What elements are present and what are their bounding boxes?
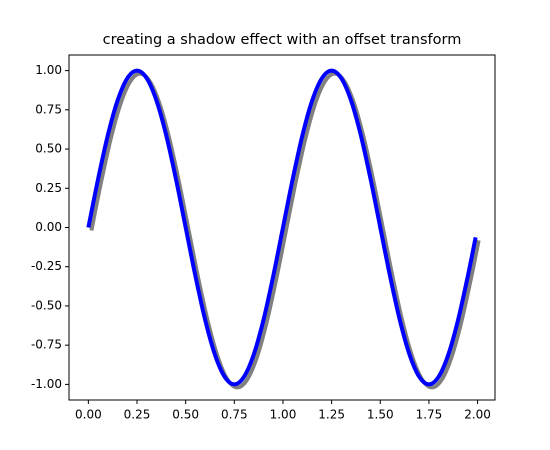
y-tick-label: -0.25 <box>31 259 62 273</box>
line-shadow <box>89 71 481 390</box>
y-tick-label: 0.50 <box>35 142 62 156</box>
plot-frame <box>68 54 496 401</box>
y-tick-label: 1.00 <box>35 63 62 77</box>
y-tick-label: 0.75 <box>35 102 62 116</box>
y-tick-label: -0.50 <box>31 298 62 312</box>
x-tick-label: 2.00 <box>464 408 491 422</box>
x-tick-label: 1.50 <box>367 408 394 422</box>
x-tick-label: 0.75 <box>221 408 248 422</box>
x-tick-label: 1.25 <box>318 408 345 422</box>
y-tick-label: 0.25 <box>35 181 62 195</box>
chart-title: creating a shadow effect with an offset … <box>103 32 462 48</box>
x-tick-label: 1.00 <box>270 408 297 422</box>
x-tick-label: 0.25 <box>124 408 151 422</box>
y-tick-label: -1.00 <box>31 377 62 391</box>
x-tick-label: 0.50 <box>172 408 199 422</box>
x-tick-label: 1.75 <box>416 408 443 422</box>
x-tick-label: 0.00 <box>75 408 102 422</box>
y-tick-label: 0.00 <box>35 220 62 234</box>
line <box>86 68 478 387</box>
y-tick-label: -0.75 <box>31 338 62 352</box>
